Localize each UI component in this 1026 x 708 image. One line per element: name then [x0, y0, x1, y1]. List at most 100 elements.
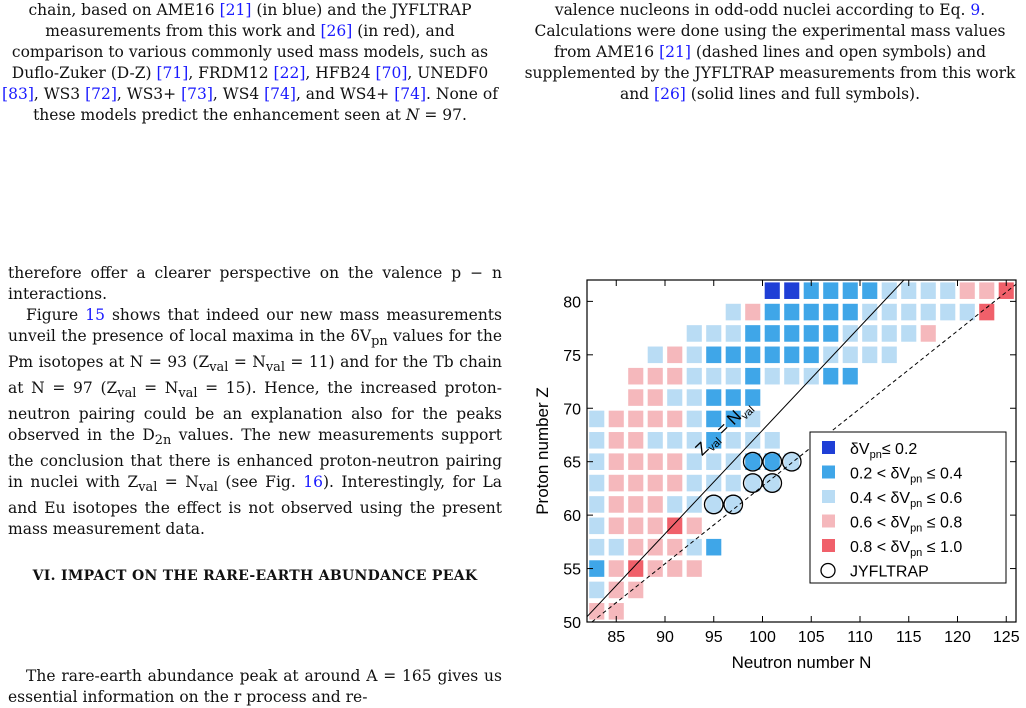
x-tick-label: 95 — [705, 629, 723, 646]
y-tick-label: 65 — [563, 455, 581, 472]
heatmap-cell — [647, 560, 663, 577]
legend-label: 0.4 < δVpn ≤ 0.6 — [850, 490, 962, 510]
heatmap-cell — [608, 432, 624, 449]
heatmap-cell — [608, 453, 624, 470]
citation-link[interactable]: [21] — [219, 1, 252, 19]
legend-box — [809, 431, 1007, 584]
heatmap-cell — [589, 496, 605, 513]
heatmap-cell — [686, 367, 702, 385]
heatmap-cell — [647, 432, 663, 449]
figure-link[interactable]: 15 — [85, 306, 105, 324]
body-text: therefore offer a clearer perspective on… — [8, 263, 502, 540]
figure-chart: Zval = Nval 85 90 95 100 105 110 115 120 125 50 55… — [520, 255, 1026, 700]
text: = N — [157, 473, 199, 492]
y-tick-label: 60 — [563, 508, 581, 525]
heatmap-cell — [589, 581, 605, 599]
heatmap-cell — [725, 303, 741, 321]
x-axis-label: Neutron number N — [732, 653, 872, 672]
heatmap-cell — [706, 496, 722, 513]
heatmap-cell — [686, 325, 702, 342]
heatmap-cell — [589, 517, 605, 535]
heatmap-cell — [784, 282, 800, 299]
heatmap-cell — [979, 282, 995, 299]
caption-text: , UNEDF0 — [407, 64, 489, 82]
subscript: val — [117, 386, 137, 402]
citation-link[interactable]: [22] — [273, 64, 306, 82]
heatmap-cell — [725, 367, 741, 385]
heatmap-cell — [881, 303, 897, 321]
heatmap-cell — [881, 346, 897, 364]
heatmap-cell — [608, 603, 624, 620]
y-axis-label: Proton number Z — [533, 387, 552, 515]
heatmap-cell — [706, 474, 722, 492]
heatmap-cell — [667, 389, 683, 406]
heatmap-cell — [803, 346, 819, 364]
legend-swatch — [822, 441, 835, 454]
caption-text: , HFB24 — [305, 64, 376, 82]
heatmap-cell — [686, 346, 702, 364]
citation-link[interactable]: [83] — [2, 85, 34, 103]
citation-link[interactable]: [73] — [181, 85, 213, 103]
legend-label: 0.2 < δVpn ≤ 0.4 — [850, 466, 962, 486]
x-tick-label: 110 — [847, 629, 873, 646]
heatmap-cell — [745, 474, 761, 492]
subscript: 2n — [154, 433, 172, 449]
heatmap-cell — [862, 346, 878, 364]
caption-text: , FRDM12 — [188, 64, 274, 82]
heatmap-cell — [589, 453, 605, 470]
heatmap-cell — [686, 432, 702, 449]
heatmap-cell — [628, 538, 644, 556]
citation-link[interactable]: [74] — [394, 85, 427, 103]
heatmap-cell — [608, 581, 624, 599]
citation-link[interactable]: [26] — [320, 22, 353, 40]
x-tick-label: 100 — [749, 629, 776, 646]
jyfltrap-marker — [762, 451, 783, 472]
text: ). Interestingly, for La and Eu isotopes… — [8, 473, 502, 539]
citation-link[interactable]: [70] — [375, 64, 408, 82]
caption-text: . Calculations were done using the exper… — [534, 1, 1006, 61]
heatmap-cell — [686, 538, 702, 556]
heatmap-cell — [686, 517, 702, 535]
heatmap-cell — [667, 560, 683, 577]
heatmap-cell — [784, 367, 800, 385]
y-tick-label: 55 — [563, 562, 581, 579]
equation-link[interactable]: 9 — [970, 1, 981, 19]
heatmap-cell — [589, 474, 605, 492]
heatmap-cell — [667, 538, 683, 556]
heatmap-cell — [706, 346, 722, 364]
heatmap-cell — [979, 303, 995, 321]
heatmap-cell — [764, 325, 780, 342]
legend-swatch — [822, 490, 835, 503]
legend-swatch — [822, 539, 835, 552]
math-symbol: N — [405, 106, 420, 124]
heatmap-cell — [901, 325, 917, 342]
citation-link[interactable]: [71] — [156, 64, 189, 82]
subscript: val — [178, 386, 198, 402]
citation-link[interactable]: [72] — [85, 85, 117, 103]
heatmap-cell — [686, 410, 702, 428]
heatmap-cell — [628, 496, 644, 513]
legend-label: δVpn≤ 0.2 — [850, 441, 917, 461]
citation-link[interactable]: [26] — [654, 85, 686, 103]
heatmap-cell — [842, 367, 858, 385]
caption-text: (in blue) and the JYFLTRAP measurements … — [45, 1, 472, 40]
heatmap-cell — [667, 496, 683, 513]
heatmap-cell — [667, 367, 683, 385]
heatmap-cell — [667, 453, 683, 470]
citation-link[interactable]: [74] — [264, 85, 296, 103]
heatmap-cell — [784, 453, 800, 470]
figure-link[interactable]: 16 — [303, 473, 323, 492]
jyfltrap-marker — [762, 473, 783, 493]
paragraph: Figure 15 shows that indeed our new mass… — [8, 305, 502, 540]
legend-label: JYFLTRAP — [850, 564, 929, 581]
heatmap-cell — [745, 453, 761, 470]
citation-link[interactable]: [21] — [659, 43, 691, 61]
caption-left: chain, based on AME16 [21] (in blue) and… — [0, 0, 500, 126]
cells-layer — [589, 282, 1014, 620]
legend-swatch — [822, 514, 835, 528]
subscript: val — [209, 360, 229, 376]
heatmap-cell — [589, 560, 605, 577]
legend-marker — [820, 562, 836, 579]
heatmap-cell — [647, 367, 663, 385]
legend-layer: δVpn≤ 0.2 0.2 < δVpn ≤ 0.4 0.4 < δVpn ≤ 0.… — [809, 431, 1007, 584]
